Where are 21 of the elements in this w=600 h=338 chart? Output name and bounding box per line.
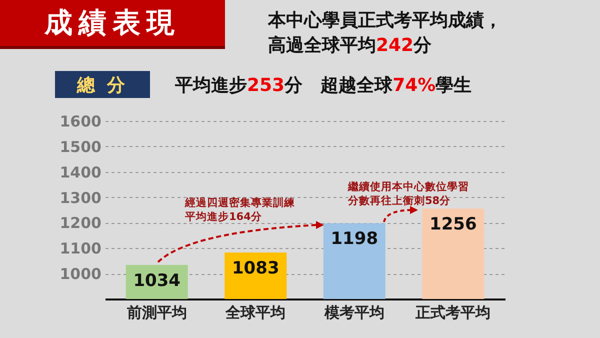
x-tick-label: 前測平均 [126,304,187,322]
x-tick-label: 正式考平均 [414,304,491,322]
y-tick-label: 1000 [60,265,102,284]
data-label: 1256 [429,214,477,234]
chart-subtitle: 本中心學員正式考平均成績，高過全球平均242分 [268,10,502,56]
x-tick-label: 全球平均 [224,304,286,322]
annotation: 繼續使用本中心數位學習分數再往上衝刺58分 [348,180,470,208]
y-axis-title: 總 分 [55,71,150,98]
y-tick-label: 1400 [60,163,102,182]
data-label: 1083 [232,258,280,278]
y-tick-label: 1100 [60,240,102,258]
data-label: 1034 [133,270,181,291]
annotation: 經過四週密集專業訓練平均進步164分 [185,196,296,224]
data-label: 1198 [330,229,378,250]
text: 平均進步253分 超越全球74%學生 [175,75,472,96]
y-tick-label: 1600 [60,112,102,130]
x-tick-label: 模考平均 [323,304,384,322]
y-tick-label: 1500 [60,138,102,156]
y-tick-label: 1300 [60,188,102,207]
y-tick-label: 1200 [60,214,102,232]
chart-title: 成績表現 [0,0,225,49]
